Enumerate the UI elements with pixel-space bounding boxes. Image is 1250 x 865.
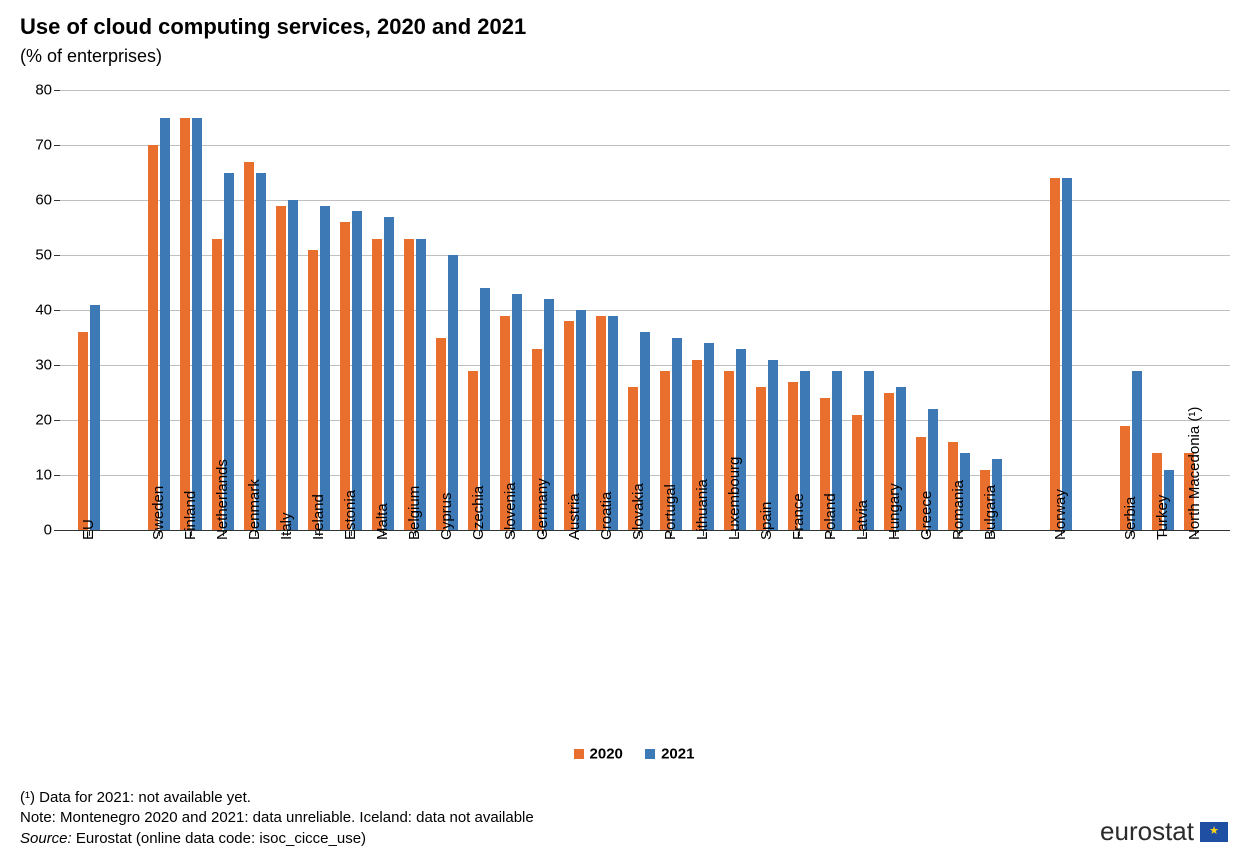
x-axis-label: Belgium: [406, 486, 423, 540]
y-tick-label: 0: [44, 522, 52, 539]
source-label: Source:: [20, 830, 72, 847]
x-axis-label: North Macedonia (¹): [1186, 407, 1203, 540]
x-axis-label: Malta: [374, 503, 391, 540]
bar: [352, 211, 362, 530]
y-tick-mark: [54, 145, 60, 146]
y-tick-label: 80: [35, 82, 52, 99]
x-axis-label: Serbia: [1122, 497, 1139, 540]
y-tick-mark: [54, 365, 60, 366]
x-axis-label: Lithuania: [694, 479, 711, 540]
x-axis-label: Netherlands: [214, 459, 231, 540]
x-axis-label: Poland: [822, 493, 839, 540]
x-axis-label: Finland: [182, 491, 199, 540]
x-axis-label: Latvia: [854, 500, 871, 540]
bar: [384, 217, 394, 531]
bar: [90, 305, 100, 531]
bar: [78, 332, 88, 530]
y-tick-mark: [54, 420, 60, 421]
bar: [276, 206, 286, 531]
x-axis-label: Portugal: [662, 484, 679, 540]
grid-line: [60, 145, 1230, 146]
y-tick-label: 70: [35, 137, 52, 154]
bar: [148, 145, 158, 530]
x-axis-label: Cyprus: [438, 492, 455, 540]
x-axis-label: Croatia: [598, 492, 615, 540]
x-axis-label: Ireland: [310, 494, 327, 540]
footnote-2: Note: Montenegro 2020 and 2021: data unr…: [20, 808, 534, 828]
footnote-1: (¹) Data for 2021: not available yet.: [20, 788, 534, 808]
legend-swatch-2021: [645, 749, 655, 759]
x-axis-label: Austria: [566, 493, 583, 540]
bar: [1062, 178, 1072, 530]
plot-area: 01020304050607080EUSwedenFinlandNetherla…: [60, 90, 1230, 531]
bar: [1050, 178, 1060, 530]
bar: [340, 222, 350, 530]
x-axis-label: Romania: [950, 480, 967, 540]
eu-flag-icon: ★: [1200, 822, 1228, 842]
chart-page: Use of cloud computing services, 2020 an…: [0, 0, 1250, 865]
bar: [308, 250, 318, 531]
y-tick-mark: [54, 310, 60, 311]
x-axis-label: Norway: [1052, 489, 1069, 540]
bar: [372, 239, 382, 531]
y-tick-label: 50: [35, 247, 52, 264]
grid-line: [60, 90, 1230, 91]
x-axis-label: Turkey: [1154, 495, 1171, 540]
legend-label-2020: 2020: [590, 746, 623, 763]
y-tick-label: 30: [35, 357, 52, 374]
x-axis-label: Spain: [758, 502, 775, 540]
y-tick-mark: [54, 255, 60, 256]
bar: [288, 200, 298, 530]
bar: [320, 206, 330, 531]
legend-swatch-2020: [574, 749, 584, 759]
legend: 2020 2021: [0, 745, 1250, 763]
x-axis-label: Luxembourg: [726, 457, 743, 540]
y-tick-mark: [54, 90, 60, 91]
legend-label-2021: 2021: [661, 746, 694, 763]
bar: [256, 173, 266, 531]
y-tick-mark: [54, 200, 60, 201]
x-axis-label: Slovakia: [630, 483, 647, 540]
x-axis-label: Greece: [918, 491, 935, 540]
x-axis-label: Denmark: [246, 479, 263, 540]
x-axis-label: Slovenia: [502, 482, 519, 540]
y-tick-label: 10: [35, 467, 52, 484]
bar: [180, 118, 190, 531]
eurostat-logo-text: eurostat: [1100, 816, 1194, 847]
bar: [192, 118, 202, 531]
x-axis-label: France: [790, 493, 807, 540]
x-axis-label: Germany: [534, 478, 551, 540]
footnote-source: Source: Eurostat (online data code: isoc…: [20, 829, 534, 849]
chart-subtitle: (% of enterprises): [20, 46, 162, 67]
y-tick-mark: [54, 530, 60, 531]
x-axis-label: Sweden: [150, 486, 167, 540]
x-axis-label: EU: [80, 519, 97, 540]
x-axis-label: Bulgaria: [982, 485, 999, 540]
y-tick-label: 40: [35, 302, 52, 319]
x-axis-label: Hungary: [886, 483, 903, 540]
y-tick-label: 20: [35, 412, 52, 429]
eurostat-logo: eurostat ★: [1100, 816, 1228, 847]
y-tick-label: 60: [35, 192, 52, 209]
x-axis-label: Italy: [278, 512, 295, 540]
x-axis-label: Estonia: [342, 490, 359, 540]
source-text: Eurostat (online data code: isoc_cicce_u…: [72, 830, 366, 847]
x-axis-label: Czechia: [470, 486, 487, 540]
bar: [244, 162, 254, 531]
chart-title: Use of cloud computing services, 2020 an…: [20, 14, 526, 40]
footnotes: (¹) Data for 2021: not available yet. No…: [20, 788, 534, 849]
bar: [448, 255, 458, 530]
y-tick-mark: [54, 475, 60, 476]
bar: [160, 118, 170, 531]
